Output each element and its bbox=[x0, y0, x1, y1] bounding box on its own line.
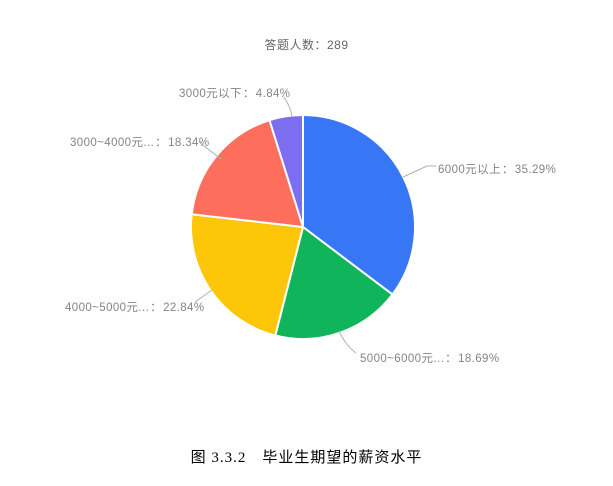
pie-label-percent: 35.29% bbox=[514, 164, 557, 176]
pie-label-separator: ： bbox=[501, 164, 514, 176]
leader-lines-group bbox=[194, 96, 436, 354]
leader-line-6000-plus bbox=[402, 165, 436, 178]
pie-label-3000-4000: 3000~4000元...：18.34% bbox=[70, 134, 209, 150]
pie-slice-below-3000[interactable] bbox=[268, 114, 304, 228]
leader-line-below-3000 bbox=[283, 96, 293, 118]
pie-label-percent: 18.69% bbox=[458, 353, 500, 365]
pie-label-name: 5000~6000元... bbox=[360, 353, 445, 365]
pie-label-name: 3000~4000元... bbox=[70, 137, 155, 149]
leader-line-5000-6000 bbox=[338, 330, 357, 354]
pie-label-name: 3000元以下 bbox=[179, 88, 242, 100]
pie-label-separator: ： bbox=[242, 88, 255, 100]
pie-label-separator: ： bbox=[150, 302, 163, 314]
figure-caption: 图 3.3.2 毕业生期望的薪资水平 bbox=[190, 450, 423, 466]
pie-label-below-3000: 3000元以下：4.84% bbox=[179, 85, 290, 101]
pie-label-separator: ： bbox=[445, 353, 458, 365]
pie-label-separator: ： bbox=[155, 137, 168, 149]
leader-line-3000-4000 bbox=[198, 141, 222, 160]
chart-title: 答题人数：289 bbox=[264, 38, 349, 52]
pie-label-5000-6000: 5000~6000元...：18.69% bbox=[360, 350, 499, 366]
pie-label-4000-5000: 4000~5000元...：22.84% bbox=[65, 299, 204, 315]
pie-label-percent: 22.84% bbox=[163, 302, 205, 314]
pie-label-percent: 18.34% bbox=[168, 137, 210, 149]
pie-label-6000-plus: 6000元以上：35.29% bbox=[438, 161, 556, 177]
pie-slices-group bbox=[190, 114, 416, 340]
pie-label-percent: 4.84% bbox=[255, 88, 291, 100]
pie-label-name: 4000~5000元... bbox=[65, 302, 150, 314]
pie-label-name: 6000元以上 bbox=[438, 164, 501, 176]
leader-line-4000-5000 bbox=[194, 289, 213, 303]
